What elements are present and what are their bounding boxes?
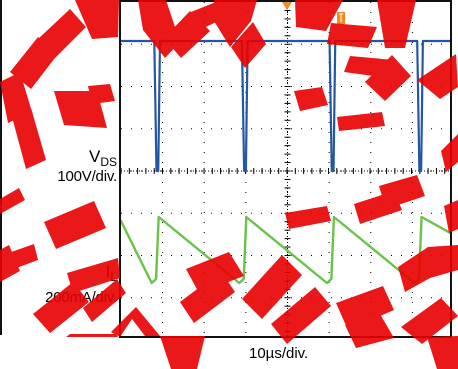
watermark-stroke-6 — [0, 245, 20, 282]
watermark-stroke-5 — [75, 0, 119, 39]
scope-display — [119, 0, 452, 338]
il-channel-label: IL — [106, 263, 117, 285]
time-scale-label: 10µs/div. — [249, 345, 309, 362]
vds-waveform-line — [121, 39, 450, 173]
left-border-line — [0, 0, 2, 335]
vds-symbol: V — [88, 147, 101, 166]
watermark-stroke-37 — [427, 336, 458, 369]
vds-channel-label: VDS — [88, 147, 117, 170]
watermark-stroke-1 — [0, 72, 32, 123]
watermark-stroke-11 — [44, 201, 106, 249]
trigger-position-marker — [282, 2, 292, 10]
il-subscript: L — [110, 270, 117, 284]
vds-subscript: DS — [100, 155, 117, 169]
watermark-stroke-8 — [0, 244, 38, 274]
watermark-stroke-2 — [12, 108, 46, 169]
watermark-stroke-9 — [54, 91, 107, 128]
watermark-stroke-10 — [88, 84, 115, 104]
watermark-stroke-3 — [10, 37, 58, 89]
watermark-stroke-15 — [66, 334, 118, 337]
right-edge-blue-marker — [450, 122, 452, 131]
il-scale-label: 200mA/div. — [45, 289, 117, 306]
waveform-canvas — [121, 2, 452, 336]
watermark-stroke-28 — [160, 336, 205, 369]
watermark-stroke-7 — [0, 188, 25, 214]
vds-scale-label: 100V/div. — [57, 168, 117, 185]
watermark-stroke-4 — [37, 9, 86, 58]
